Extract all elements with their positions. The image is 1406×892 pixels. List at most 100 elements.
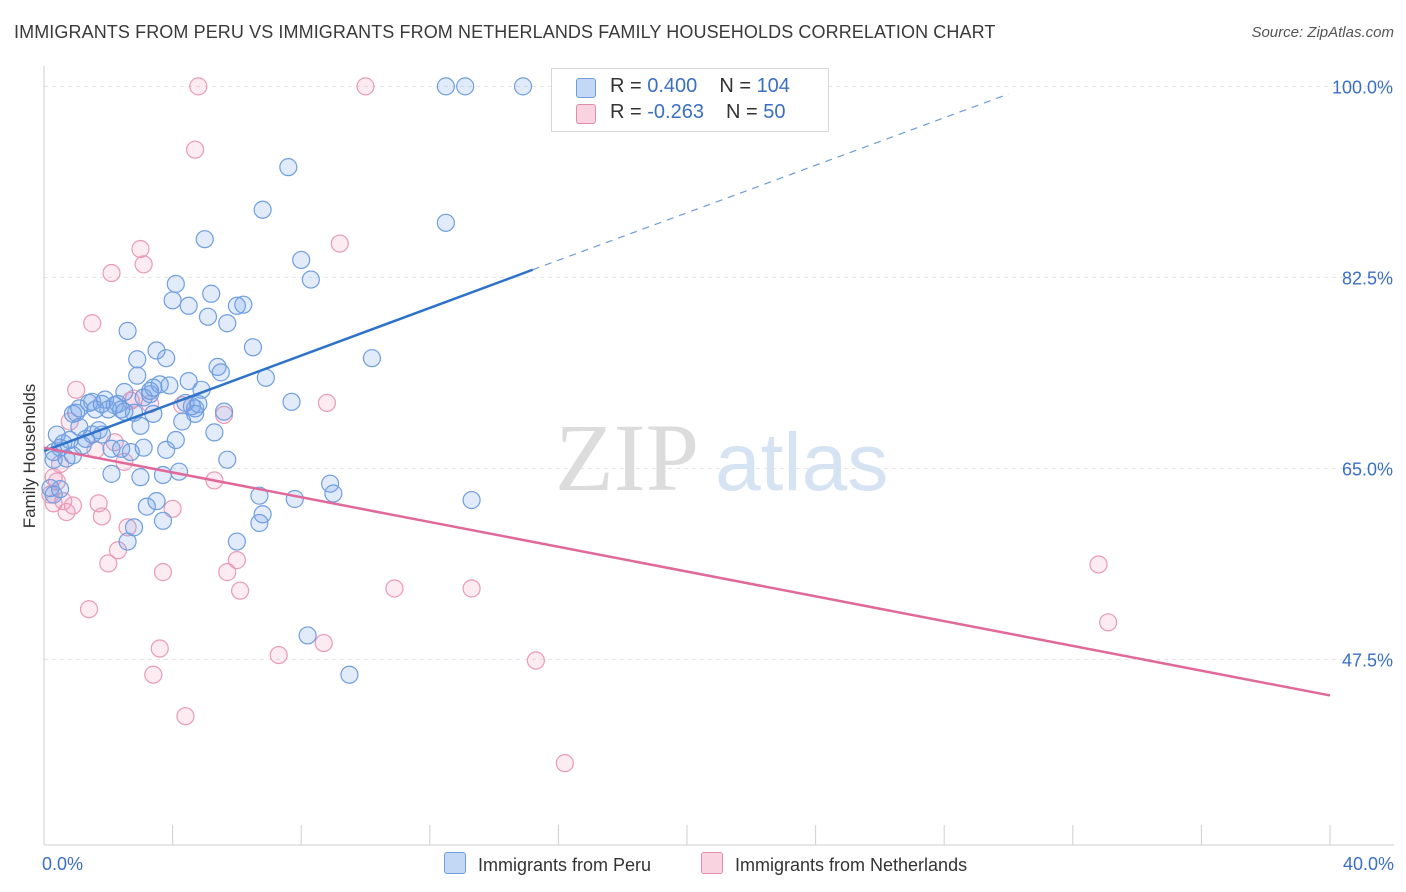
peru-point: [202, 284, 221, 303]
bottom-legend-label-netherlands: Immigrants from Netherlands: [735, 855, 968, 875]
watermark-atlas: atlas: [715, 417, 888, 508]
netherlands-point: [176, 707, 195, 726]
y-tick-label: 82.5%: [1342, 268, 1393, 288]
peru-point: [298, 626, 317, 645]
peru-point: [462, 490, 481, 510]
netherlands-point: [79, 600, 99, 619]
peru-point: [234, 295, 253, 314]
bottom-legend-label-peru: Immigrants from Peru: [478, 855, 652, 875]
legend-r-value: -0.263: [647, 101, 704, 123]
legend-text-peru: R = 0.400 N = 104: [610, 75, 790, 98]
y-tick-label: 47.5%: [1342, 650, 1393, 670]
source-label: Source: ZipAtlas.com: [1251, 24, 1394, 41]
netherlands-point: [150, 639, 169, 658]
peru-point: [179, 296, 198, 315]
netherlands-point: [356, 77, 375, 96]
peru-point: [292, 250, 311, 270]
netherlands-point: [54, 492, 73, 511]
peru-point: [321, 474, 340, 493]
netherlands-point: [67, 380, 86, 399]
legend-text-netherlands: R = -0.263 N = 50: [610, 101, 785, 124]
netherlands-point: [163, 499, 182, 518]
axes: [43, 66, 1394, 846]
peru-point: [211, 363, 230, 382]
peru-point: [128, 366, 147, 385]
x-tick-label: 0.0%: [42, 854, 83, 874]
peru-point: [115, 382, 134, 402]
peru-point: [218, 450, 237, 469]
tick-labels: 47.5% 65.0% 82.5% 100.0% 0.0% 40.0%: [42, 77, 1394, 874]
bottom-legend-netherlands: Immigrants from Netherlands: [701, 852, 967, 876]
peru-point: [218, 314, 237, 333]
netherlands-point: [99, 554, 118, 573]
peru-point: [163, 291, 182, 310]
peru-point: [118, 321, 137, 340]
peru-point: [243, 338, 263, 357]
peru-point: [189, 394, 208, 414]
peru-point: [205, 423, 224, 442]
netherlands-point: [526, 651, 545, 670]
netherlands-point: [227, 551, 246, 570]
netherlands-point: [385, 579, 404, 598]
peru-point: [150, 375, 169, 394]
netherlands-point: [462, 579, 481, 598]
netherlands-point: [317, 393, 337, 413]
chart-title: IMMIGRANTS FROM PERU VS IMMIGRANTS FROM …: [14, 22, 996, 42]
legend-swatch-peru: [576, 78, 596, 98]
peru-point: [124, 518, 144, 537]
peru-point: [340, 665, 359, 684]
netherlands-point: [269, 645, 288, 665]
peru-point: [153, 511, 173, 530]
peru-point: [456, 77, 475, 96]
netherlands-point: [57, 502, 76, 522]
y-tick-label: 100.0%: [1332, 77, 1393, 97]
legend-swatch-netherlands: [576, 104, 596, 124]
gridlines: [44, 85, 1394, 660]
peru-point: [70, 399, 89, 418]
peru-point: [436, 77, 455, 96]
netherlands-point: [83, 314, 102, 333]
peru-point: [253, 505, 272, 524]
legend-n-label: N =: [725, 101, 764, 123]
peru-point: [285, 489, 304, 509]
peru-point: [140, 381, 160, 401]
peru-point: [134, 438, 153, 457]
peru-trend-extension: [532, 93, 1009, 271]
netherlands-point: [1089, 555, 1108, 574]
netherlands-point: [153, 563, 173, 582]
x-tick-label: 40.0%: [1343, 854, 1394, 874]
peru-point: [227, 532, 246, 551]
legend-r-label: R =: [610, 75, 648, 97]
trend-lines: [43, 93, 1331, 697]
peru-point: [324, 484, 343, 503]
peru-point: [102, 464, 121, 483]
netherlands-point: [92, 507, 111, 526]
bottom-legend-swatch-netherlands: [701, 852, 723, 874]
peru-point: [186, 404, 205, 423]
peru-point: [227, 296, 246, 315]
peru-point: [513, 77, 533, 96]
peru-point: [137, 497, 156, 516]
netherlands-point: [189, 77, 208, 96]
netherlands-point: [218, 563, 237, 582]
peru-point: [279, 158, 298, 177]
peru-point: [166, 430, 185, 450]
peru-point: [102, 439, 121, 458]
netherlands-point: [144, 665, 163, 684]
netherlands-point: [118, 518, 137, 537]
peru-point: [250, 486, 269, 505]
peru-point: [253, 200, 272, 219]
netherlands-point: [102, 263, 121, 283]
peru-point: [147, 492, 166, 511]
peru-point: [44, 450, 63, 469]
netherlands-point: [330, 234, 349, 253]
peru-point: [131, 416, 150, 435]
peru-point: [195, 230, 214, 249]
peru-point: [166, 274, 185, 294]
peru-point: [362, 349, 382, 368]
peru-point: [157, 349, 176, 368]
peru-point: [131, 468, 150, 487]
peru-point: [112, 439, 131, 458]
peru-point: [147, 341, 166, 360]
